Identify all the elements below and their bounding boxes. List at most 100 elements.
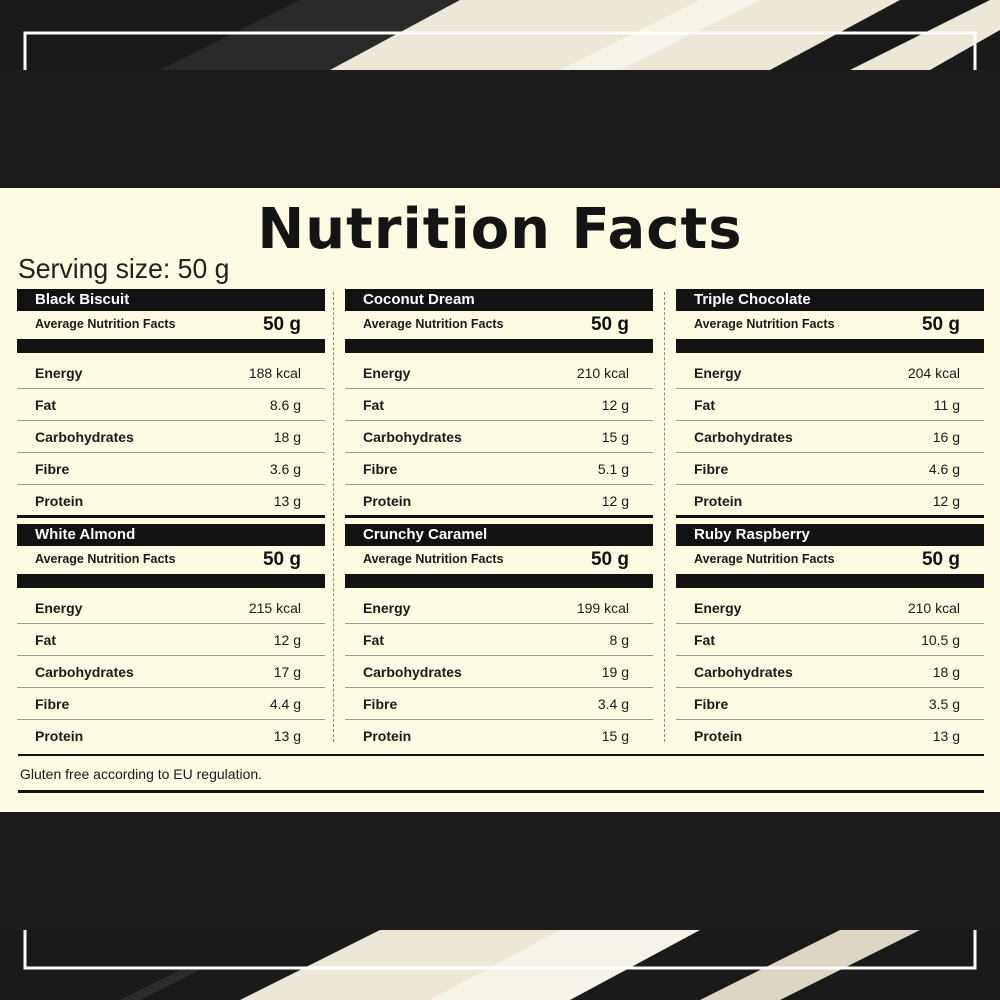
nutrient-label: Fat	[35, 632, 56, 648]
nutrient-row: Carbohydrates 18 g	[676, 656, 984, 688]
nutrient-value: 3.5 g	[928, 696, 960, 712]
average-value: 50 g	[921, 314, 960, 335]
product-name: Black Biscuit	[17, 289, 325, 311]
product-name: Crunchy Caramel	[345, 524, 653, 546]
nutrient-value: 4.4 g	[269, 696, 301, 712]
nutrient-row: Fat 8 g	[345, 624, 653, 656]
nutrient-label: Carbohydrates	[35, 429, 134, 445]
average-value: 50 g	[590, 314, 629, 335]
nutrient-value: 4.6 g	[928, 461, 960, 477]
footer-rule-top	[18, 754, 984, 756]
nutrient-value: 16 g	[932, 429, 960, 445]
nutrient-label: Energy	[363, 600, 411, 616]
product-name: Coconut Dream	[345, 289, 653, 311]
nutrient-label: Carbohydrates	[35, 664, 134, 680]
thick-rule	[676, 339, 984, 353]
nutrient-value: 3.6 g	[269, 461, 301, 477]
page-title: Nutrition Facts	[257, 197, 743, 262]
dark-band-top	[0, 70, 1000, 188]
average-row: Average Nutrition Facts 50 g	[676, 311, 984, 339]
nutrient-label: Fibre	[35, 696, 70, 712]
nutrient-row: Carbohydrates 15 g	[345, 421, 653, 453]
dark-band-bottom	[0, 812, 1000, 930]
average-label: Average Nutrition Facts	[363, 552, 504, 566]
nutrient-value: 8 g	[609, 632, 629, 648]
nutrient-row: Protein 15 g	[345, 720, 653, 752]
nutrient-row: Fat 12 g	[17, 624, 325, 656]
average-label: Average Nutrition Facts	[694, 552, 835, 566]
nutrient-label: Energy	[35, 600, 83, 616]
nutrient-value: 12 g	[273, 632, 301, 648]
product-name: Triple Chocolate	[676, 289, 984, 311]
thick-rule	[17, 339, 325, 353]
nutrient-value: 10.5 g	[921, 632, 960, 648]
decorative-stripes-bottom	[0, 930, 1000, 1000]
nutrient-row: Energy 210 kcal	[345, 357, 653, 389]
nutrient-label: Fat	[363, 397, 384, 413]
nutrient-label: Fibre	[694, 461, 729, 477]
nutrient-value: 15 g	[601, 728, 629, 744]
product-card-triple-chocolate: Triple Chocolate Average Nutrition Facts…	[676, 289, 984, 518]
product-card-black-biscuit: Black Biscuit Average Nutrition Facts 50…	[17, 289, 325, 518]
nutrient-label: Carbohydrates	[694, 429, 793, 445]
nutrient-row: Fat 12 g	[345, 389, 653, 421]
serving-size: Serving size: 50 g	[18, 253, 230, 284]
product-name: White Almond	[17, 524, 325, 546]
average-label: Average Nutrition Facts	[363, 317, 504, 331]
nutrient-row: Energy 188 kcal	[17, 357, 325, 389]
nutrient-value: 19 g	[601, 664, 629, 680]
nutrient-row: Protein 13 g	[676, 720, 984, 752]
nutrient-value: 15 g	[601, 429, 629, 445]
nutrient-label: Protein	[363, 493, 412, 509]
nutrient-value: 210 kcal	[576, 365, 629, 381]
nutrient-label: Fibre	[363, 696, 398, 712]
nutrient-value: 13 g	[932, 728, 960, 744]
average-label: Average Nutrition Facts	[35, 552, 176, 566]
nutrient-label: Fat	[35, 397, 56, 413]
nutrient-value: 17 g	[273, 664, 301, 680]
nutrient-label: Protein	[363, 728, 412, 744]
column-divider	[333, 292, 334, 742]
nutrient-value: 199 kcal	[576, 600, 629, 616]
nutrient-label: Fat	[694, 632, 715, 648]
nutrient-label: Fibre	[694, 696, 729, 712]
nutrient-value: 12 g	[932, 493, 960, 509]
nutrient-label: Protein	[694, 728, 743, 744]
nutrient-row: Carbohydrates 16 g	[676, 421, 984, 453]
average-value: 50 g	[262, 314, 301, 335]
nutrient-label: Fibre	[363, 461, 398, 477]
nutrient-value: 13 g	[273, 728, 301, 744]
nutrient-label: Protein	[35, 493, 84, 509]
nutrient-value: 8.6 g	[269, 397, 301, 413]
nutrient-label: Carbohydrates	[363, 664, 462, 680]
nutrient-row: Energy 199 kcal	[345, 592, 653, 624]
nutrient-row: Energy 210 kcal	[676, 592, 984, 624]
column-divider	[664, 292, 665, 742]
average-row: Average Nutrition Facts 50 g	[676, 546, 984, 574]
average-row: Average Nutrition Facts 50 g	[345, 546, 653, 574]
nutrient-value: 18 g	[273, 429, 301, 445]
nutrient-row: Fibre 3.6 g	[17, 453, 325, 485]
nutrient-value: 5.1 g	[597, 461, 629, 477]
thick-rule	[17, 574, 325, 588]
nutrient-value: 210 kcal	[907, 600, 960, 616]
nutrient-value: 3.4 g	[597, 696, 629, 712]
thick-rule	[676, 574, 984, 588]
nutrient-value: 215 kcal	[248, 600, 301, 616]
nutrient-row: Fibre 4.6 g	[676, 453, 984, 485]
nutrient-row: Carbohydrates 19 g	[345, 656, 653, 688]
nutrient-row: Energy 204 kcal	[676, 357, 984, 389]
nutrient-row: Protein 13 g	[17, 485, 325, 518]
nutrient-label: Fat	[694, 397, 715, 413]
nutrient-row: Protein 12 g	[676, 485, 984, 518]
average-label: Average Nutrition Facts	[694, 317, 835, 331]
nutrient-row: Fibre 4.4 g	[17, 688, 325, 720]
footer-note: Gluten free according to EU regulation.	[20, 766, 263, 782]
nutrient-row: Fibre 3.5 g	[676, 688, 984, 720]
decorative-stripes-top	[0, 0, 1000, 70]
average-value: 50 g	[590, 549, 629, 570]
average-row: Average Nutrition Facts 50 g	[345, 311, 653, 339]
nutrient-label: Carbohydrates	[694, 664, 793, 680]
nutrient-value: 11 g	[933, 397, 960, 413]
average-value: 50 g	[262, 549, 301, 570]
